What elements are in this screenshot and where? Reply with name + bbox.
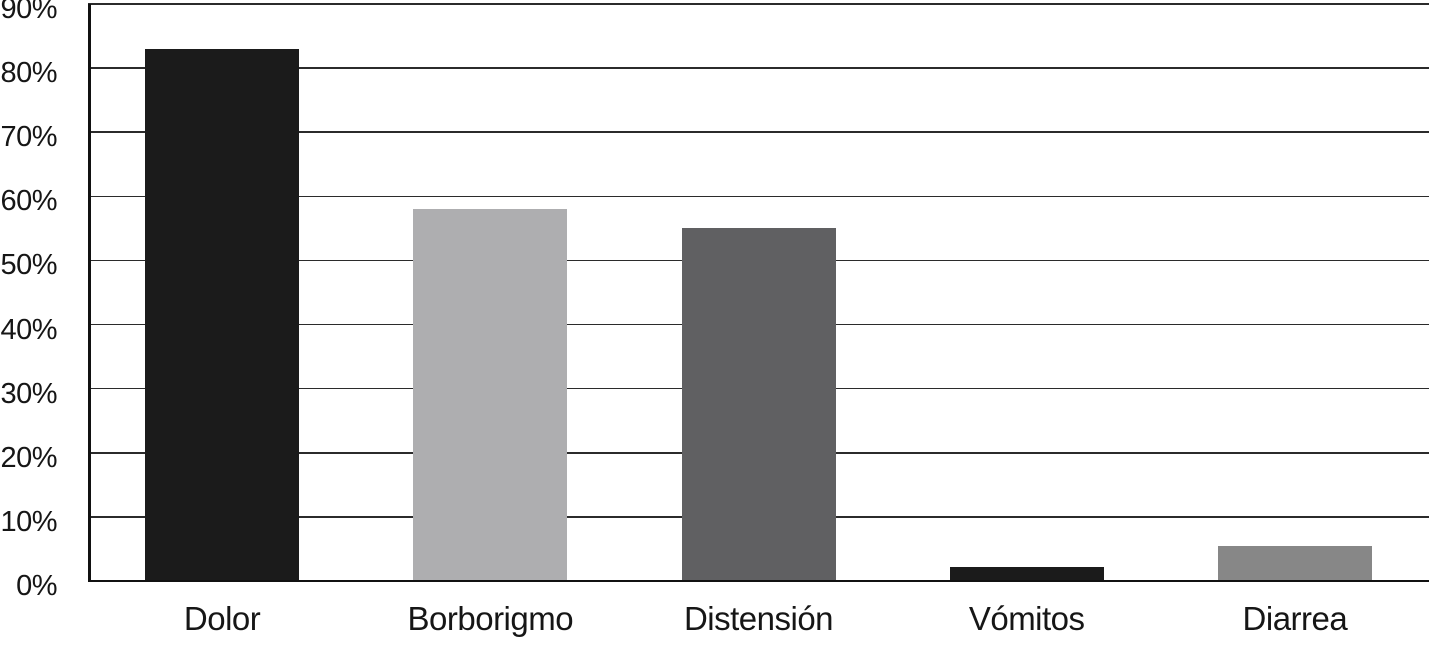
bar-dolor xyxy=(145,48,300,581)
y-tick-label: 10% xyxy=(0,505,57,538)
gridline xyxy=(88,131,1429,133)
y-tick-label: 40% xyxy=(0,313,57,346)
y-tick-label: 80% xyxy=(0,57,57,90)
bar-borborigmo xyxy=(413,209,568,581)
gridline xyxy=(88,195,1429,198)
y-tick-label: 20% xyxy=(0,441,57,474)
y-tick-label: 70% xyxy=(0,121,57,154)
y-tick-label: 60% xyxy=(0,185,57,218)
gridline xyxy=(88,67,1429,69)
x-tick-label: Diarrea xyxy=(1242,600,1348,637)
bar-vomitos xyxy=(949,566,1104,581)
gridline xyxy=(88,3,1429,5)
y-tick-label: 30% xyxy=(0,377,57,410)
y-tick-label: 0% xyxy=(16,570,57,602)
y-tick-label: 50% xyxy=(0,249,57,282)
y-tick-label: 90% xyxy=(0,0,57,25)
y-axis-line xyxy=(88,4,91,581)
plot-area xyxy=(88,3,1429,582)
x-tick-label: Dolor xyxy=(183,600,261,637)
x-tick-label: Vómitos xyxy=(968,600,1085,637)
x-tick-label: Borborigmo xyxy=(407,600,574,637)
x-tick-label: Distensión xyxy=(683,600,834,637)
bar-diarrea xyxy=(1217,545,1372,581)
bar-distension xyxy=(681,228,836,581)
x-axis-line xyxy=(88,579,1429,582)
